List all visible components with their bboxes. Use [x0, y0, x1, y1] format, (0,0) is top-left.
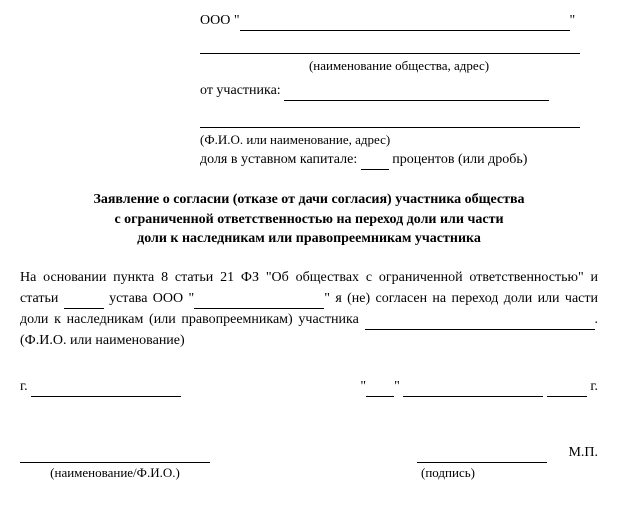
participant-blank2	[200, 127, 580, 128]
participant-prefix: от участника:	[200, 83, 284, 98]
ooo-prefix: ООО "	[200, 13, 240, 28]
date-year-blank	[547, 396, 587, 397]
signature-row: М.П.	[20, 442, 598, 463]
ooo-line: ООО " "	[200, 10, 598, 31]
title-block: Заявление о согласии (отказе от дачи сог…	[20, 190, 598, 249]
date-left-prefix: г.	[20, 379, 31, 394]
body-text: На основании пункта 8 статьи 21 ФЗ "Об о…	[20, 267, 598, 351]
participant-blank	[284, 100, 549, 101]
title-line3: доли к наследникам или правопреемникам у…	[20, 229, 598, 249]
naming-blank	[200, 53, 580, 54]
share-line: доля в уставном капитале: процентов (или…	[200, 149, 598, 170]
ooo-suffix: "	[570, 13, 576, 28]
sig-right-hint-text: (подпись)	[421, 465, 475, 480]
title-line1: Заявление о согласии (отказе от дачи сог…	[20, 190, 598, 210]
date-q2: "	[394, 379, 400, 394]
sig-right-hint: (подпись)	[408, 463, 598, 483]
participant-hint: (Ф.И.О. или наименование, адрес)	[200, 130, 598, 150]
sig-right: М.П.	[417, 442, 598, 463]
participant-line: от участника:	[200, 80, 598, 101]
sig-left	[20, 442, 210, 463]
date-q1: "	[360, 379, 366, 394]
naming-line	[200, 33, 598, 54]
body-t2: устава ООО "	[104, 291, 195, 306]
title-line2: с ограниченной ответственностью на перех…	[20, 210, 598, 230]
date-day-blank	[366, 396, 394, 397]
body-blank1	[64, 308, 104, 309]
date-suffix: г.	[587, 379, 598, 394]
body-blank2	[194, 308, 324, 309]
sig-left-hint: (наименование/Ф.И.О.)	[20, 463, 210, 483]
header-block: ООО " " (наименование общества, адрес) от…	[200, 10, 598, 170]
date-left-blank	[31, 396, 181, 397]
mp-label: М.П.	[568, 445, 598, 460]
share-blank	[361, 169, 389, 170]
signature-hint-row: (наименование/Ф.И.О.) (подпись)	[20, 463, 598, 483]
ooo-blank	[240, 30, 570, 31]
date-right: " " г.	[360, 376, 598, 397]
share-before: доля в уставном капитале:	[200, 152, 361, 167]
share-after: процентов (или дробь)	[389, 152, 528, 167]
date-left: г.	[20, 376, 181, 397]
body-blank3	[365, 329, 595, 330]
naming-hint: (наименование общества, адрес)	[200, 56, 598, 76]
date-row: г. " " г.	[20, 376, 598, 397]
date-month-blank	[403, 396, 543, 397]
participant-line2	[200, 107, 598, 128]
